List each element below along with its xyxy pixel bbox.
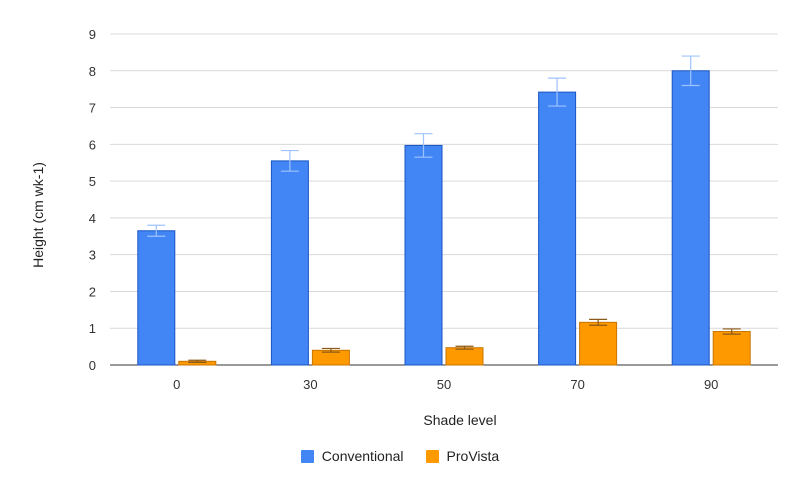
y-tick-label-4: 4 <box>89 211 96 226</box>
legend-label-provista: ProVista <box>446 448 500 464</box>
legend: Conventional ProVista <box>0 448 800 464</box>
y-tick-label-7: 7 <box>89 101 96 116</box>
gridlines <box>110 33 778 366</box>
y-tick-label-8: 8 <box>89 64 96 79</box>
bar-conventional-90 <box>671 70 710 366</box>
y-axis-label: Height (cm wk-1) <box>30 162 46 268</box>
y-tick-label-5: 5 <box>89 174 96 189</box>
bar-provista-90 <box>712 331 751 366</box>
x-axis-ticks: 0 30 50 70 90 <box>173 377 718 392</box>
y-tick-label-1: 1 <box>89 321 96 336</box>
x-axis-label: Shade level <box>423 412 497 428</box>
bar-conventional-70 <box>538 91 577 366</box>
y-tick-label-2: 2 <box>89 284 96 299</box>
x-tick-label-90: 90 <box>704 377 718 392</box>
bar-conventional-50 <box>404 144 443 366</box>
y-tick-label-3: 3 <box>89 248 96 263</box>
bar-conventional-0 <box>137 230 176 366</box>
bar-provista-70 <box>579 321 618 366</box>
x-tick-label-50: 50 <box>437 377 451 392</box>
y-axis-ticks: 0 1 2 3 4 5 6 7 8 9 <box>89 27 96 373</box>
y-tick-label-0: 0 <box>89 358 96 373</box>
x-tick-label-30: 30 <box>303 377 317 392</box>
x-tick-label-70: 70 <box>570 377 584 392</box>
legend-swatch-conventional <box>300 449 314 463</box>
x-tick-label-0: 0 <box>173 377 180 392</box>
legend-item-conventional[interactable]: Conventional <box>300 448 404 464</box>
bar-conventional-30 <box>270 160 309 366</box>
y-tick-label-9: 9 <box>89 27 96 42</box>
bars <box>137 55 751 366</box>
y-tick-label-6: 6 <box>89 137 96 152</box>
bar-provista-50 <box>445 347 484 366</box>
legend-label-conventional: Conventional <box>321 448 404 464</box>
legend-swatch-provista <box>425 449 439 463</box>
legend-item-provista[interactable]: ProVista <box>425 448 500 464</box>
